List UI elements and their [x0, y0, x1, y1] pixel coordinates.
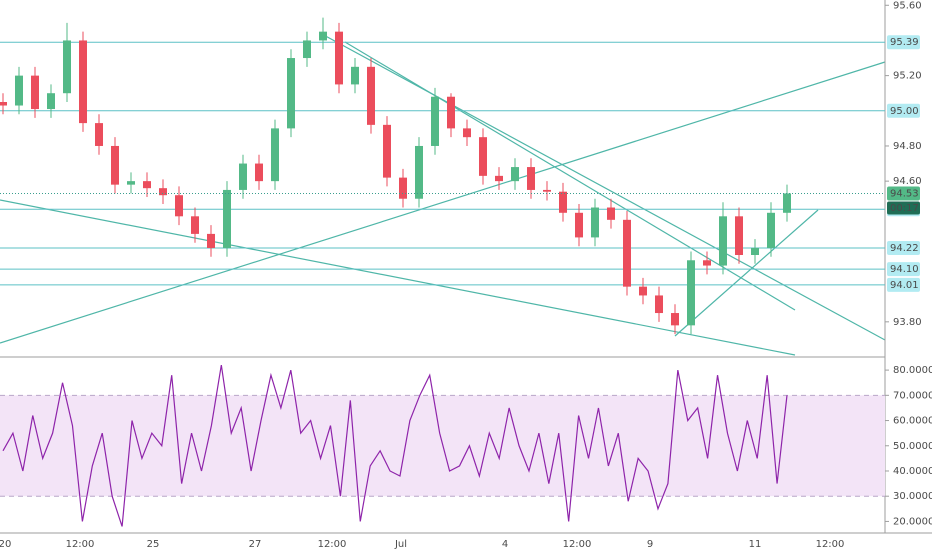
y-tick-label: 60.0000 — [893, 416, 932, 427]
y-tick-label: 70.0000 — [893, 390, 932, 401]
candle-body — [543, 189, 551, 192]
candle-body — [239, 163, 247, 190]
y-tick-label: 50.0000 — [893, 441, 932, 452]
candle-body — [287, 58, 295, 129]
candle-body — [111, 145, 119, 185]
y-tick-label: 93.80 — [893, 317, 922, 328]
level-label-box — [887, 277, 920, 292]
candle-body — [63, 40, 71, 94]
candle-body — [607, 207, 615, 220]
candle-body — [47, 93, 55, 110]
candle-body — [639, 286, 647, 296]
candle-body — [271, 128, 279, 182]
candle-body — [15, 75, 23, 106]
y-tick-label: 94.80 — [893, 141, 922, 152]
x-tick-label: Jul — [394, 539, 407, 550]
candle-body — [687, 260, 695, 326]
countdown-label: 00:17 — [890, 203, 919, 214]
candle-body — [655, 295, 663, 314]
x-tick-label: 12:00 — [563, 539, 592, 550]
x-tick-label: 12:00 — [318, 539, 347, 550]
level-label-box — [887, 103, 920, 118]
candle-body — [719, 216, 727, 266]
countdown-box — [887, 201, 920, 215]
candle-body — [351, 66, 359, 85]
rsi-line — [2, 364, 788, 527]
candle-body — [511, 167, 519, 182]
x-tick-label: 27 — [249, 539, 262, 550]
candle-body — [463, 128, 471, 138]
x-tick-label: 12:00 — [66, 539, 95, 550]
candle-body — [159, 188, 167, 196]
candle-body — [319, 31, 327, 41]
trend-lines — [0, 32, 886, 356]
x-tick-label: 12:00 — [816, 539, 845, 550]
candle-body — [191, 216, 199, 234]
candle-body — [143, 181, 151, 189]
level-label: 95.00 — [890, 106, 919, 117]
candle-body — [255, 163, 263, 182]
x-tick-label: 25 — [147, 539, 160, 550]
candle-body — [527, 167, 535, 190]
y-tick-label: 30.0000 — [893, 491, 932, 502]
candle-body — [335, 31, 343, 85]
candle-body — [0, 102, 7, 106]
y-tick-label: 40.0000 — [893, 466, 932, 477]
level-label-box — [887, 240, 920, 255]
level-label: 94.01 — [890, 280, 919, 291]
y-tick-label: 95.60 — [893, 0, 922, 11]
candle-body — [399, 177, 407, 199]
candle-body — [735, 216, 743, 255]
candle-body — [127, 181, 135, 185]
candle-body — [79, 40, 87, 124]
level-label: 94.10 — [890, 264, 919, 275]
candle-body — [479, 137, 487, 176]
candle-body — [415, 145, 423, 199]
last-price-label: 94.53 — [890, 188, 919, 199]
last-price-box — [887, 186, 920, 201]
candle-body — [431, 96, 439, 146]
level-label: 95.39 — [890, 37, 919, 48]
candle-body — [367, 66, 375, 125]
candle-body — [783, 193, 791, 213]
trend-line — [0, 199, 796, 356]
level-label-box — [887, 35, 920, 50]
x-tick-label: 20 — [0, 539, 11, 550]
candle-body — [703, 260, 711, 266]
trend-line — [0, 61, 886, 344]
y-tick-label: 80.0000 — [893, 365, 932, 376]
candle-body — [495, 175, 503, 182]
candle-body — [751, 247, 759, 255]
candle-body — [95, 123, 103, 146]
y-tick-label: 95.20 — [893, 71, 922, 82]
level-label-box — [887, 262, 920, 277]
x-tick-label: 11 — [749, 539, 762, 550]
x-tick-label: 9 — [647, 539, 653, 550]
level-label: 94.22 — [890, 243, 919, 254]
x-tick-label: 4 — [502, 539, 508, 550]
candle-body — [575, 212, 583, 238]
candle-body — [31, 75, 39, 110]
candle-body — [383, 124, 391, 178]
y-tick-label: 20.0000 — [893, 516, 932, 527]
candle-body — [623, 219, 631, 287]
candle-body — [223, 189, 231, 248]
candle-body — [767, 212, 775, 248]
trend-line — [319, 32, 886, 341]
trend-line — [674, 209, 819, 337]
candle-body — [207, 233, 215, 248]
candle-body — [591, 207, 599, 238]
candle-body — [175, 195, 183, 217]
candle-body — [303, 40, 311, 59]
candle-body — [447, 96, 455, 129]
y-tick-label: 94.60 — [893, 176, 922, 187]
candle-body — [671, 313, 679, 326]
candle-body — [559, 191, 567, 213]
